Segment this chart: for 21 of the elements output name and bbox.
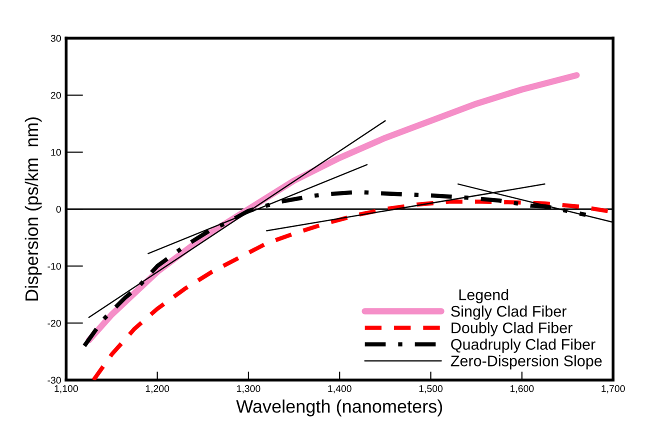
x-tick-label: 1,600 xyxy=(510,385,534,394)
x-tick-label: 1,200 xyxy=(146,385,170,394)
y-tick-label: 0 xyxy=(56,206,61,213)
y-tick-label: 20 xyxy=(50,92,61,99)
x-tick-label: 1,700 xyxy=(602,385,625,394)
x-axis-title: Wavelength (nanometers) xyxy=(236,400,442,416)
y-tick-label: -20 xyxy=(48,320,61,327)
x-tick-label: 1,300 xyxy=(237,385,260,394)
y-tick-label: 30 xyxy=(50,34,61,42)
legend-title: Legend xyxy=(459,288,508,304)
legend-label: Zero-Dispersion Slope xyxy=(450,355,602,370)
legend-label: Singly Clad Fiber xyxy=(451,306,566,320)
x-tick-label: 1,100 xyxy=(54,385,78,394)
y-axis-title: Dispersion (ps/km nm) xyxy=(24,117,42,300)
y-tick-label: 10 xyxy=(51,148,61,156)
legend-label: Quadruply Clad Fiber xyxy=(451,338,596,353)
x-tick-label: 1,400 xyxy=(328,385,352,394)
y-tick-label: -10 xyxy=(48,262,61,270)
legend-label: Doubly Clad Fiber xyxy=(452,322,572,336)
y-tick-label: -30 xyxy=(48,376,61,384)
x-tick-label: 1,500 xyxy=(419,385,443,394)
